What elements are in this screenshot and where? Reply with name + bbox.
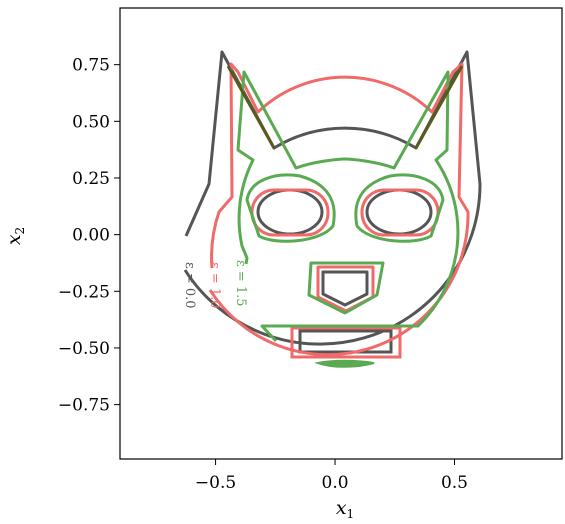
x-tick-label: −0.5 [195,473,236,493]
contour-eps-1-5-outer [236,70,460,343]
contour-eps-1-5-nose [307,261,385,315]
contour-eps-1-mouth [290,326,402,359]
contour-label: ε = 0.0 [182,262,197,309]
contour-eps-1-5-right-eye [354,173,445,243]
y-axis-ticks: 0.75 0.50 0.25 0.00 −0.25 −0.50 −0.75 [58,56,120,416]
contour-lines [183,50,482,368]
y-tick-label: 0.75 [72,56,110,76]
contour-label: ε = 1.0 [207,262,222,309]
x-axis-ticks: −0.5 0.0 0.5 [195,459,468,493]
x-tick-label: 0.5 [441,473,468,493]
x-axis-label: x1 [336,497,354,521]
contour-eps-0-right-eye [365,188,433,236]
y-tick-label: −0.75 [58,396,110,416]
contour-eps-1-left-eye [250,188,330,237]
y-axis-label: x2 [3,227,27,245]
contour-overlap-left-ear [226,65,276,149]
y-tick-label: −0.50 [58,339,110,359]
contour-eps-1-5-left-eye [245,173,336,243]
y-tick-label: 0.00 [72,226,110,246]
contour-eps-0-nose [321,270,369,307]
y-tick-label: 0.25 [72,169,110,189]
contour-eps-1-5-chin [314,359,375,368]
y-tick-label: −0.25 [58,282,110,302]
contour-eps-1-right-eye [360,188,440,237]
contour-labels: ε = 0.0 ε = 1.0 ε = 1.5 [182,260,248,309]
x-tick-label: 0.0 [322,473,349,493]
contour-overlap-right-ear [414,65,464,149]
contour-eps-1-outer [208,62,470,357]
contour-label: ε = 1.5 [233,260,248,307]
y-tick-label: 0.50 [72,112,110,132]
plot-frame [119,7,563,460]
contour-eps-0-left-eye [256,188,324,236]
